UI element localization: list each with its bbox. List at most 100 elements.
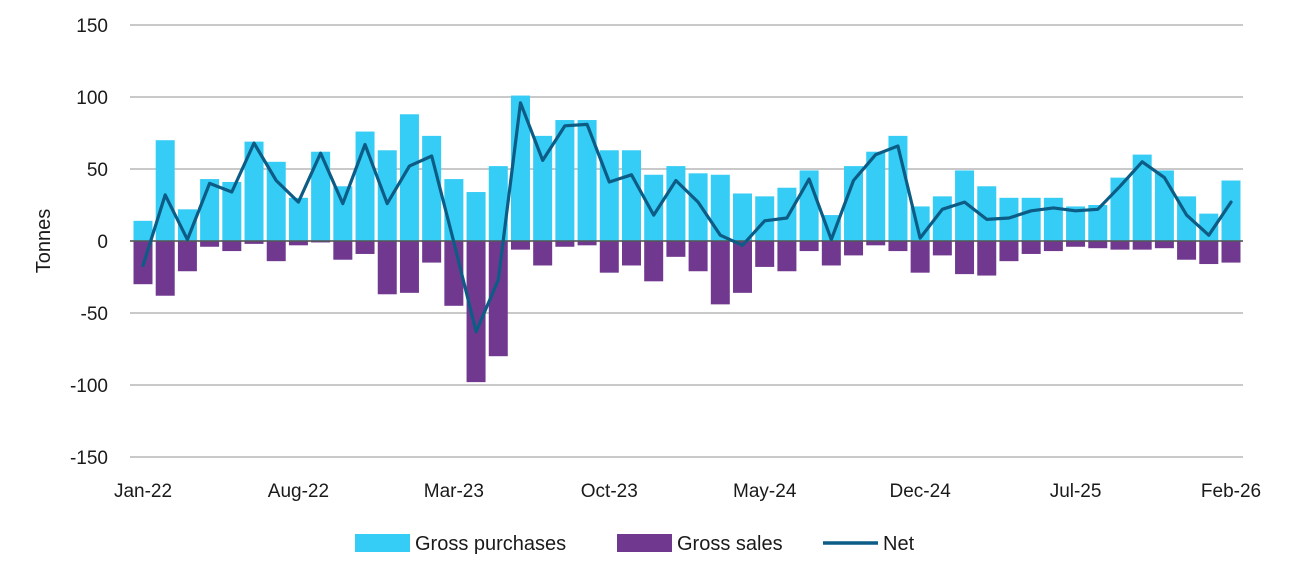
sales-bar <box>333 241 353 260</box>
x-tick-label: May-24 <box>733 481 797 502</box>
purchase-bar <box>1043 197 1063 241</box>
purchase-bar <box>200 179 220 241</box>
purchase-bar <box>777 187 797 241</box>
sales-bar <box>399 241 419 293</box>
legend-label: Net <box>883 533 915 555</box>
bars <box>130 95 1243 383</box>
purchase-bar <box>710 174 730 241</box>
x-tick-label: Mar-23 <box>424 481 484 502</box>
sales-bar <box>1199 241 1219 265</box>
sales-bar <box>533 241 553 266</box>
legend-label: Gross sales <box>677 533 783 555</box>
sales-bar <box>1088 241 1108 249</box>
sales-bar <box>1154 241 1174 249</box>
sales-bar <box>288 241 308 246</box>
legend-item: Gross sales <box>617 533 783 555</box>
y-tick-label: 0 <box>97 232 108 253</box>
legend-swatch <box>355 534 410 552</box>
sales-bar <box>222 241 242 252</box>
legend: Gross purchases Gross sales Net <box>355 533 915 555</box>
y-tick-label: -150 <box>70 448 108 469</box>
sales-bar <box>466 241 486 383</box>
sales-bar <box>888 241 908 252</box>
sales-bar <box>1021 241 1041 254</box>
purchase-bar <box>155 140 175 241</box>
sales-bar <box>200 241 220 247</box>
y-axis-ticks: 150 100 50 0 -50 -100 -150 <box>70 16 108 469</box>
purchase-bar <box>266 161 286 241</box>
purchase-bar <box>644 174 664 241</box>
sales-bar <box>866 241 886 246</box>
sales-bar <box>377 241 397 295</box>
purchase-bar <box>399 114 419 241</box>
x-axis-ticks: Jan-22 Aug-22 Mar-23 Oct-23 May-24 Dec-24 Jul-… <box>114 481 1261 502</box>
net-line-layer <box>141 101 1233 334</box>
purchase-bar <box>1021 197 1041 241</box>
purchase-bar <box>1088 205 1108 241</box>
purchase-bar <box>133 220 153 241</box>
sales-bar <box>1043 241 1063 252</box>
purchase-bar <box>866 151 886 241</box>
sales-bar <box>1221 241 1241 263</box>
sales-bar <box>422 241 442 263</box>
purchase-bar <box>821 215 841 241</box>
y-tick-label: -100 <box>70 376 108 397</box>
sales-bar <box>932 241 952 256</box>
sales-bar <box>799 241 819 252</box>
purchase-bar <box>288 197 308 241</box>
legend-swatch <box>617 534 672 552</box>
y-tick-label: 150 <box>76 16 108 37</box>
purchase-bar <box>488 166 508 241</box>
legend-item: Net <box>823 533 915 555</box>
purchase-bar <box>755 196 775 241</box>
legend-label: Gross purchases <box>415 533 566 555</box>
purchase-bar <box>621 150 641 241</box>
purchase-bar <box>955 170 975 241</box>
purchase-bar <box>977 186 997 241</box>
sales-bar <box>1066 241 1086 247</box>
sales-bar <box>621 241 641 266</box>
sales-bar <box>821 241 841 266</box>
sales-bar <box>577 241 597 246</box>
purchase-bar <box>733 193 753 241</box>
sales-bar <box>1110 241 1130 250</box>
sales-bar <box>710 241 730 305</box>
purchase-bar <box>1132 154 1152 241</box>
purchase-bar <box>311 151 331 241</box>
y-tick-label: -50 <box>81 304 108 325</box>
x-tick-label: Jul-25 <box>1050 481 1102 502</box>
sales-bar <box>910 241 930 273</box>
purchase-bar <box>555 120 575 241</box>
purchase-bar <box>1154 170 1174 241</box>
purchase-bar <box>466 192 486 241</box>
sales-bar <box>488 241 508 357</box>
sales-bar <box>1177 241 1197 260</box>
x-tick-label: Oct-23 <box>581 481 638 502</box>
sales-bar <box>155 241 175 296</box>
sales-bar <box>688 241 708 272</box>
sales-bar <box>777 241 797 272</box>
y-axis-title: Tonnes <box>33 209 55 274</box>
sales-bar <box>244 241 264 244</box>
sales-bar <box>1132 241 1152 250</box>
sales-bar <box>599 241 619 273</box>
sales-bar <box>177 241 197 272</box>
sales-bar <box>510 241 530 250</box>
x-tick-label: Jan-22 <box>114 481 172 502</box>
purchase-bar <box>688 173 708 241</box>
sales-bar <box>733 241 753 293</box>
purchase-bar <box>1221 180 1241 241</box>
purchase-bar <box>422 135 442 241</box>
purchase-bar <box>333 186 353 241</box>
sales-bar <box>644 241 664 282</box>
sales-bar <box>666 241 686 257</box>
x-tick-label: Aug-22 <box>268 481 329 502</box>
x-tick-label: Feb-26 <box>1201 481 1261 502</box>
purchase-bar <box>533 135 553 241</box>
sales-bar <box>555 241 575 247</box>
sales-bar <box>955 241 975 275</box>
purchase-bar <box>222 181 242 241</box>
purchase-bar <box>377 150 397 241</box>
sales-bar <box>266 241 286 262</box>
